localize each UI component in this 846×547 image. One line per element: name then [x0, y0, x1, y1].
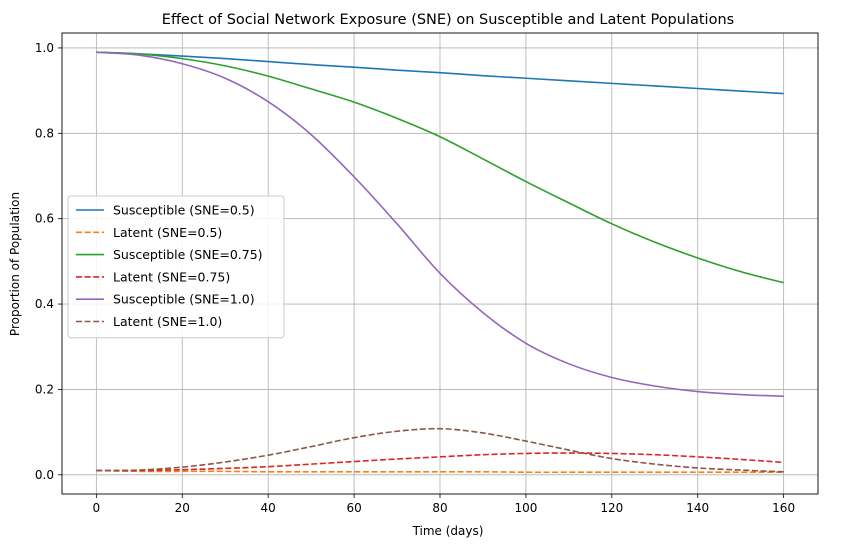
- legend-entry-label: Susceptible (SNE=0.5): [113, 203, 255, 218]
- legend-entry-label: Susceptible (SNE=1.0): [113, 292, 255, 307]
- y-tick-label: 0.4: [35, 297, 54, 311]
- x-axis-label: Time (days): [412, 524, 484, 538]
- legend-entry-label: Latent (SNE=0.5): [113, 225, 222, 240]
- legend-box: [67, 195, 285, 339]
- x-tick-label: 0: [93, 501, 101, 515]
- chart-title: Effect of Social Network Exposure (SNE) …: [162, 12, 734, 28]
- series-line-1: [96, 51, 784, 95]
- x-tick-label: 160: [772, 501, 795, 515]
- x-tick-label: 120: [600, 501, 623, 515]
- series-line-6: [96, 427, 784, 473]
- y-tick-label: 0.8: [35, 126, 54, 140]
- y-tick-label: 0.0: [35, 468, 54, 482]
- y-tick-label: 0.2: [35, 382, 54, 396]
- legend-entry-label: Susceptible (SNE=0.75): [113, 247, 263, 262]
- axis-ticks: 0 20 40 60 80 100 120 140 160 0.0 0.2 0.4 0.6 0.8 1.0: [35, 41, 795, 515]
- y-axis-label: Proportion of Population: [8, 192, 22, 336]
- series-line-4: [96, 452, 784, 472]
- x-tick-label: 60: [346, 501, 361, 515]
- x-tick-label: 80: [432, 501, 447, 515]
- series-lines: [96, 51, 784, 474]
- legend-entry-label: Latent (SNE=0.75): [113, 269, 230, 284]
- legend-entry-label: Latent (SNE=1.0): [113, 314, 222, 329]
- legend: Susceptible (SNE=0.5) Latent (SNE=0.5) Sus…: [67, 195, 285, 339]
- x-tick-label: 100: [514, 501, 537, 515]
- x-tick-label: 20: [175, 501, 190, 515]
- y-tick-label: 0.6: [35, 212, 54, 226]
- x-tick-label: 140: [686, 501, 709, 515]
- series-line-5: [96, 51, 784, 398]
- y-tick-label: 1.0: [35, 41, 54, 55]
- series-line-3: [96, 51, 784, 284]
- x-tick-label: 40: [261, 501, 276, 515]
- series-line-2: [96, 469, 784, 474]
